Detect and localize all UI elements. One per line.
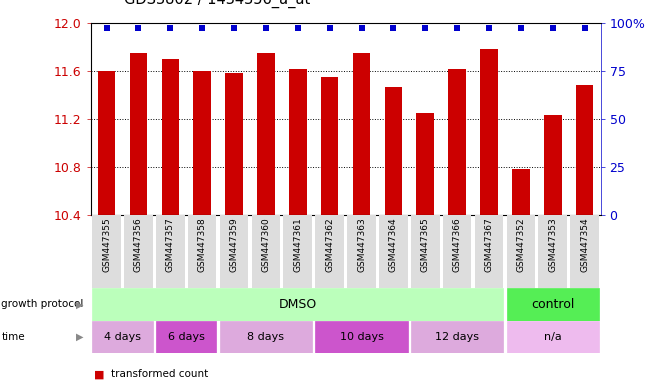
Text: GSM447357: GSM447357 <box>166 217 174 272</box>
Text: DMSO: DMSO <box>278 298 317 311</box>
Bar <box>443 215 472 288</box>
Bar <box>474 215 503 288</box>
Bar <box>347 215 376 288</box>
Text: GSM447358: GSM447358 <box>198 217 207 272</box>
Bar <box>289 69 307 215</box>
Bar <box>353 53 370 215</box>
Text: GSM447367: GSM447367 <box>484 217 493 272</box>
Text: GDS3802 / 1434356_a_at: GDS3802 / 1434356_a_at <box>124 0 311 8</box>
Bar <box>417 113 434 215</box>
Text: 8 days: 8 days <box>248 332 285 342</box>
Bar <box>538 215 567 288</box>
Bar <box>257 53 274 215</box>
Text: GSM447359: GSM447359 <box>229 217 238 272</box>
Bar <box>225 73 243 215</box>
Text: 4 days: 4 days <box>104 332 141 342</box>
Bar <box>98 71 115 215</box>
Bar <box>92 321 153 353</box>
Bar <box>507 321 599 353</box>
Text: n/a: n/a <box>544 332 562 342</box>
Bar <box>480 50 498 215</box>
Text: GSM447361: GSM447361 <box>293 217 302 272</box>
Text: GSM447365: GSM447365 <box>421 217 429 272</box>
Text: GSM447353: GSM447353 <box>548 217 557 272</box>
Bar <box>507 215 535 288</box>
Text: GSM447355: GSM447355 <box>102 217 111 272</box>
Bar <box>92 288 503 321</box>
Bar <box>92 215 121 288</box>
Bar <box>570 215 599 288</box>
Text: 10 days: 10 days <box>340 332 383 342</box>
Bar <box>130 53 147 215</box>
Text: GSM447354: GSM447354 <box>580 217 589 272</box>
Bar <box>384 87 402 215</box>
Bar <box>411 321 503 353</box>
Bar <box>448 69 466 215</box>
Text: ▶: ▶ <box>76 299 84 310</box>
Bar <box>156 321 217 353</box>
Text: growth protocol: growth protocol <box>1 299 84 310</box>
Text: GSM447364: GSM447364 <box>389 217 398 272</box>
Text: ▶: ▶ <box>76 332 84 342</box>
Text: GSM447366: GSM447366 <box>453 217 462 272</box>
Text: control: control <box>531 298 574 311</box>
Text: GSM447356: GSM447356 <box>134 217 143 272</box>
Bar <box>219 321 312 353</box>
Bar <box>576 86 593 215</box>
Text: 12 days: 12 days <box>435 332 479 342</box>
Bar <box>507 288 599 321</box>
Bar <box>156 215 185 288</box>
Bar <box>188 215 217 288</box>
Bar <box>283 215 312 288</box>
Text: GSM447352: GSM447352 <box>517 217 525 272</box>
Text: GSM447362: GSM447362 <box>325 217 334 272</box>
Bar <box>321 77 338 215</box>
Text: GSM447363: GSM447363 <box>357 217 366 272</box>
Bar <box>544 116 562 215</box>
Bar <box>252 215 280 288</box>
Text: transformed count: transformed count <box>111 369 208 379</box>
Bar <box>315 321 408 353</box>
Text: time: time <box>1 332 25 342</box>
Bar <box>162 59 179 215</box>
Bar <box>411 215 440 288</box>
Text: ■: ■ <box>94 369 105 379</box>
Bar <box>315 215 344 288</box>
Bar <box>124 215 153 288</box>
Bar <box>512 169 529 215</box>
Text: 6 days: 6 days <box>168 332 205 342</box>
Bar <box>193 71 211 215</box>
Text: GSM447360: GSM447360 <box>262 217 270 272</box>
Bar <box>219 215 248 288</box>
Bar <box>379 215 408 288</box>
